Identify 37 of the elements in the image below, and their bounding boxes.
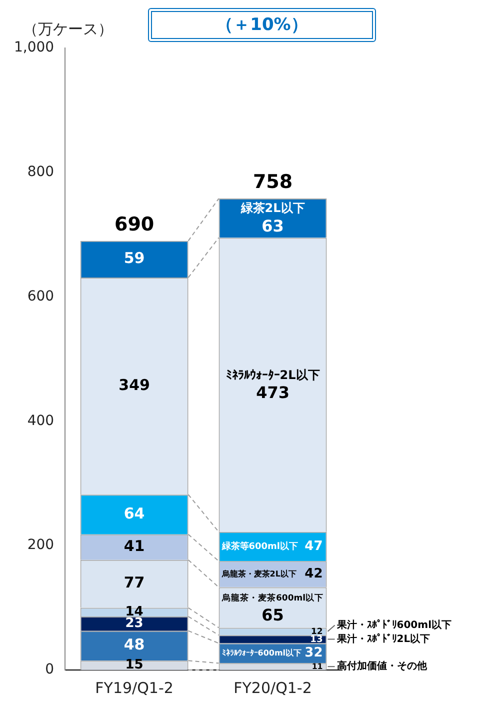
x-tick-label: FY20/Q1-2: [234, 678, 312, 697]
data-label: 473: [256, 382, 290, 402]
data-label: 65: [262, 606, 284, 625]
y-tick-label: 0: [45, 662, 54, 678]
y-tick-label: 800: [27, 164, 54, 180]
data-label: 23: [125, 616, 144, 632]
total-label: 690: [114, 213, 154, 236]
data-label: 48: [124, 636, 145, 654]
x-tick-label: FY19/Q1-2: [95, 678, 174, 697]
data-label: 13: [310, 635, 323, 646]
data-label: 32: [304, 646, 323, 661]
series-label: 果汁・ｽﾎﾟﾄﾞﾘ600ml以下: [336, 618, 452, 631]
y-tick-label: 200: [27, 537, 54, 554]
series-label: ﾐﾈﾗﾙｳｫｰﾀｰ600ml以下: [222, 648, 302, 658]
series-label: 緑茶2L以下: [240, 201, 305, 216]
data-label: 12: [311, 626, 323, 636]
data-label: 64: [124, 504, 145, 522]
series-label: 烏龍茶・麦茶600ml以下: [221, 592, 324, 604]
y-axis-title: （万ケース）: [23, 20, 113, 39]
data-label: 47: [304, 538, 323, 554]
data-label: 77: [124, 574, 145, 592]
series-label: 高付加価値・その他: [336, 660, 428, 672]
y-tick-label: 400: [27, 412, 54, 429]
data-label: 59: [124, 249, 145, 268]
y-tick-label: 600: [27, 288, 54, 304]
series-label: ﾐﾈﾗﾙｳｫｰﾀｰ2L以下: [226, 368, 320, 382]
data-label: 41: [124, 537, 145, 556]
total-label: 758: [252, 170, 293, 193]
y-tick-label: 1,000: [14, 40, 54, 56]
series-label: 烏龍茶・麦茶2L以下: [220, 569, 296, 578]
data-label: 42: [304, 566, 323, 582]
data-label: 63: [262, 216, 284, 236]
data-label: 15: [125, 658, 144, 673]
text: （＋10%）: [148, 8, 376, 42]
series-label: 果汁・ｽﾎﾟﾄﾞﾘ2L以下: [336, 632, 430, 645]
series-label: 緑茶等600ml以下: [220, 540, 298, 552]
data-label: 349: [118, 376, 150, 394]
